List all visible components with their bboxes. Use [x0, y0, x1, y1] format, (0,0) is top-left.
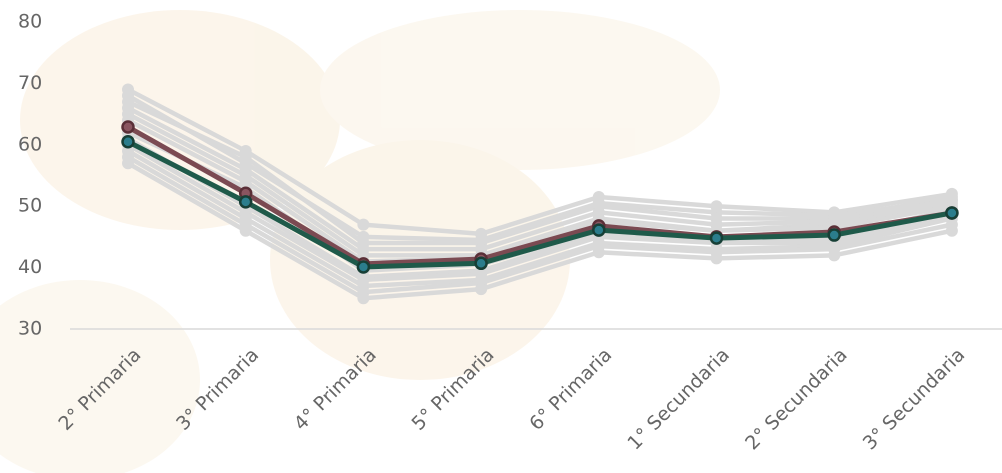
data-point [121, 120, 135, 134]
series-line [126, 87, 953, 237]
data-point [592, 223, 606, 237]
data-point [357, 292, 370, 305]
y-tick-label: 80 [18, 11, 42, 33]
data-point [238, 195, 253, 209]
series-line [126, 161, 953, 301]
x-tick-label: 3° Secundaria [859, 344, 970, 455]
data-point [945, 224, 958, 237]
y-tick-label: 70 [18, 72, 42, 94]
data-point [239, 224, 252, 237]
series-line [126, 124, 953, 267]
series-line [126, 148, 953, 289]
series-line [126, 139, 953, 270]
y-tick-label: 30 [18, 318, 42, 340]
data-point [592, 246, 605, 259]
data-point [474, 256, 488, 271]
series-line [126, 105, 953, 252]
data-point [475, 283, 488, 296]
y-tick-label: 50 [18, 195, 42, 217]
series-line [126, 93, 953, 243]
data-point [709, 231, 724, 245]
data-point [945, 206, 959, 220]
x-tick-label: 6° Primaria [525, 344, 616, 435]
data-point [121, 134, 135, 149]
series-line [126, 136, 953, 280]
data-point [239, 151, 252, 164]
series-line [126, 142, 953, 283]
x-tick-label: 1° Secundaria [623, 344, 734, 455]
data-point [827, 228, 841, 242]
data-point [828, 249, 841, 262]
y-tick-label: 40 [18, 256, 42, 278]
series-line [127, 99, 953, 246]
y-tick-label: 60 [18, 133, 42, 155]
series-line [126, 155, 953, 295]
data-point [357, 218, 370, 231]
series-line [126, 112, 953, 258]
background-pattern [0, 10, 720, 473]
x-tick-label: 2° Secundaria [741, 344, 852, 455]
data-point [710, 252, 723, 265]
data-point [356, 260, 371, 274]
data-point [122, 157, 134, 170]
